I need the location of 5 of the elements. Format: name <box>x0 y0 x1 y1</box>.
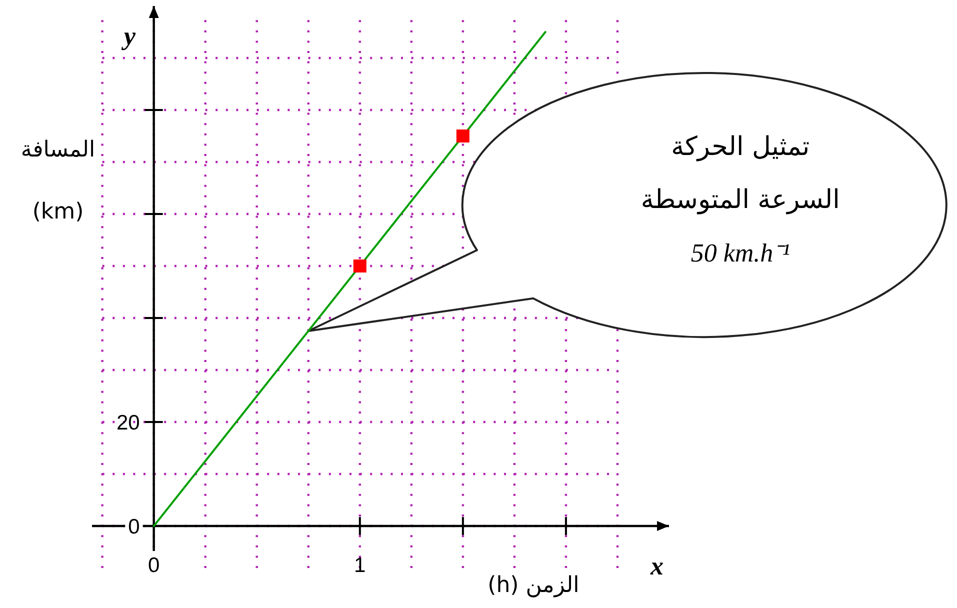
annotation: السرعة المتوسطة <box>640 185 840 215</box>
annotation: y <box>124 22 136 50</box>
annotation: 50 km.h⁻¹ <box>690 238 790 268</box>
annotation: x <box>650 552 664 580</box>
annotation: تمثيل الحركة <box>671 132 810 162</box>
